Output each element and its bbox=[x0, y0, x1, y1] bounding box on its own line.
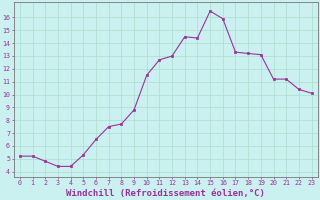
X-axis label: Windchill (Refroidissement éolien,°C): Windchill (Refroidissement éolien,°C) bbox=[66, 189, 265, 198]
